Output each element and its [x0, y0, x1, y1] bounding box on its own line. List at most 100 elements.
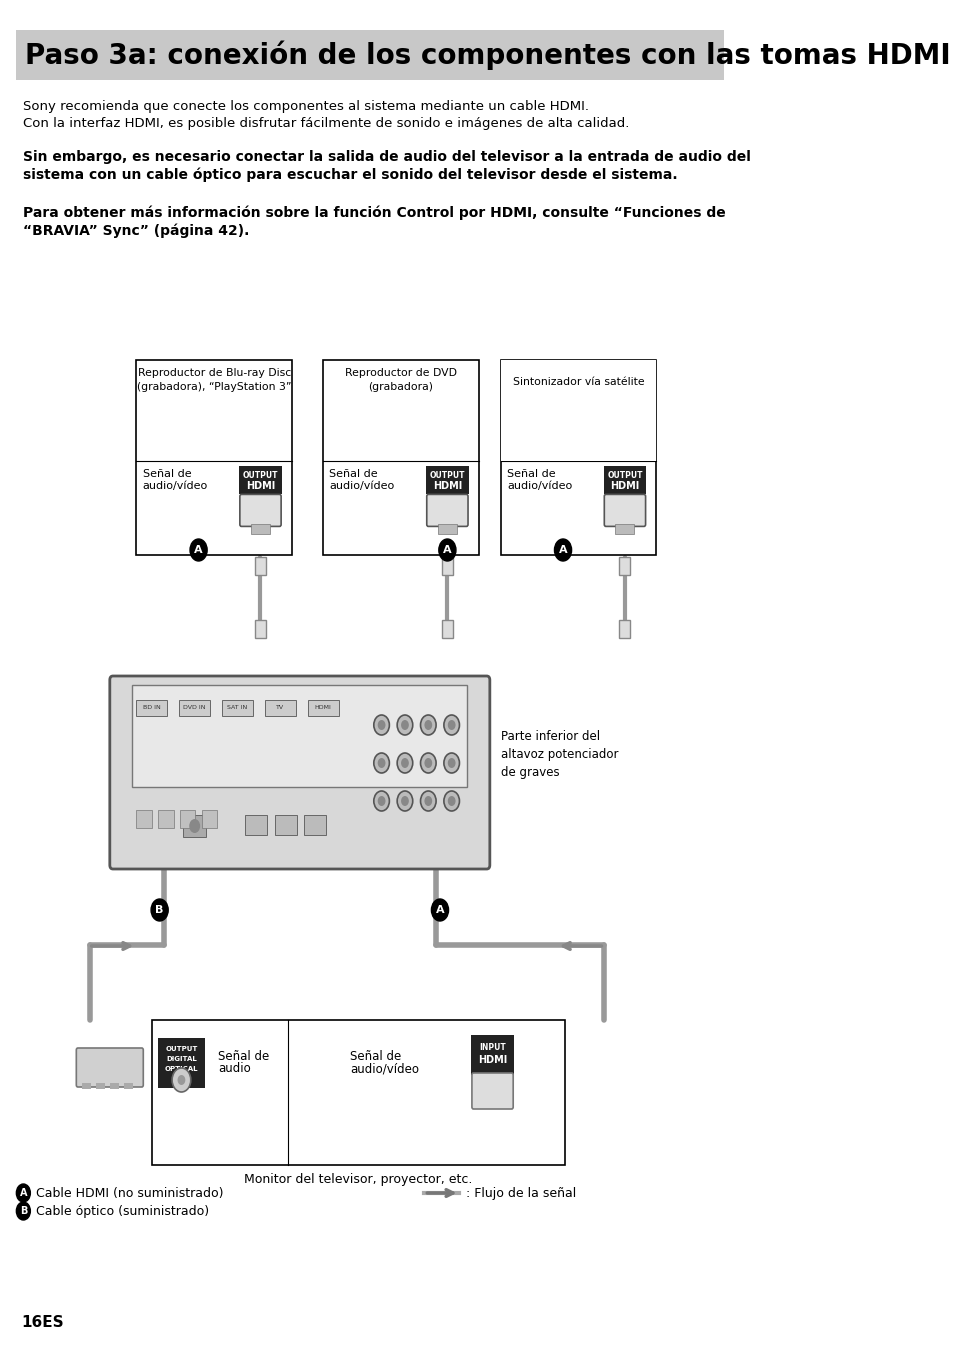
Text: audio/vídeo: audio/vídeo	[329, 481, 395, 491]
Circle shape	[424, 796, 432, 806]
Circle shape	[16, 1184, 30, 1202]
Bar	[441, 621, 453, 638]
Text: Sony recomienda que conecte los componentes al sistema mediante un cable HDMI.: Sony recomienda que conecte los componen…	[23, 100, 589, 114]
Bar	[500, 360, 656, 556]
Circle shape	[151, 899, 168, 921]
Bar	[618, 621, 630, 638]
Bar	[136, 360, 292, 556]
Bar	[307, 700, 338, 717]
Bar	[136, 810, 152, 827]
Circle shape	[377, 758, 385, 768]
Circle shape	[424, 758, 432, 768]
Text: INPUT: INPUT	[478, 1042, 505, 1052]
Bar	[201, 810, 217, 827]
Bar	[323, 360, 478, 556]
Text: A: A	[442, 545, 451, 556]
Circle shape	[400, 721, 409, 730]
Circle shape	[443, 791, 459, 811]
Text: Sin embargo, es necesario conectar la salida de audio del televisor a la entrada: Sin embargo, es necesario conectar la sa…	[23, 150, 750, 164]
Circle shape	[438, 539, 456, 561]
Bar	[222, 700, 253, 717]
Text: Con la interfaz HDMI, es posible disfrutar fácilmente de sonido e imágenes de al: Con la interfaz HDMI, es posible disfrut…	[23, 118, 629, 130]
Circle shape	[443, 715, 459, 735]
Bar	[179, 700, 210, 717]
Text: OUTPUT: OUTPUT	[242, 472, 278, 480]
Bar	[180, 810, 195, 827]
Text: DIGITAL: DIGITAL	[166, 1056, 196, 1063]
Circle shape	[420, 791, 436, 811]
Text: Señal de: Señal de	[350, 1051, 401, 1063]
Circle shape	[374, 753, 389, 773]
Text: Sintonizador vía satélite: Sintonizador vía satélite	[513, 368, 643, 379]
Circle shape	[396, 715, 413, 735]
Text: (grabadora), “PlayStation 3”: (grabadora), “PlayStation 3”	[137, 383, 291, 392]
Text: HDMI: HDMI	[610, 481, 639, 491]
Text: Paso 3a: conexión de los componentes con las tomas HDMI: Paso 3a: conexión de los componentes con…	[25, 41, 949, 70]
Text: Señal de: Señal de	[329, 469, 377, 480]
FancyBboxPatch shape	[110, 676, 489, 869]
Circle shape	[377, 721, 385, 730]
Bar	[471, 1036, 514, 1075]
Text: Reproductor de Blu-ray Disc: Reproductor de Blu-ray Disc	[137, 368, 291, 379]
Text: audio/vídeo: audio/vídeo	[142, 481, 208, 491]
Text: HDMI: HDMI	[314, 704, 332, 710]
Circle shape	[172, 1068, 191, 1092]
Bar	[95, 1083, 105, 1088]
Bar	[437, 525, 456, 534]
Text: Cable óptico (suministrado): Cable óptico (suministrado)	[36, 1205, 209, 1218]
Circle shape	[420, 753, 436, 773]
Text: sistema con un cable óptico para escuchar el sonido del televisor desde el siste: sistema con un cable óptico para escucha…	[23, 168, 678, 181]
Text: Señal de: Señal de	[506, 469, 555, 480]
Circle shape	[396, 753, 413, 773]
Text: : Flujo de la señal: : Flujo de la señal	[465, 1187, 576, 1199]
Bar	[274, 815, 296, 836]
Circle shape	[554, 539, 571, 561]
Text: OUTPUT: OUTPUT	[606, 472, 642, 480]
Text: TV: TV	[276, 704, 284, 710]
Text: A: A	[20, 1188, 27, 1198]
Circle shape	[420, 715, 436, 735]
Circle shape	[447, 758, 456, 768]
FancyBboxPatch shape	[472, 1073, 513, 1109]
Circle shape	[189, 819, 200, 833]
Bar	[183, 815, 206, 837]
Circle shape	[377, 796, 385, 806]
Bar	[124, 1083, 133, 1088]
Text: audio/vídeo: audio/vídeo	[350, 1063, 419, 1075]
Text: OPTICAL: OPTICAL	[165, 1065, 198, 1072]
Text: audio/vídeo: audio/vídeo	[506, 481, 572, 491]
Bar	[245, 815, 267, 836]
Bar	[15, 30, 723, 80]
Bar	[82, 1083, 91, 1088]
Circle shape	[431, 899, 448, 921]
Text: OUTPUT: OUTPUT	[429, 472, 465, 480]
Text: Reproductor de DVD: Reproductor de DVD	[345, 368, 456, 379]
Text: DVD IN: DVD IN	[183, 704, 206, 710]
FancyBboxPatch shape	[76, 1048, 143, 1087]
Bar	[152, 1019, 564, 1165]
Text: Cable HDMI (no suministrado): Cable HDMI (no suministrado)	[36, 1187, 223, 1199]
Circle shape	[443, 753, 459, 773]
Bar	[615, 525, 634, 534]
Circle shape	[177, 1075, 185, 1086]
Text: OUTPUT: OUTPUT	[165, 1046, 197, 1052]
Circle shape	[374, 715, 389, 735]
Circle shape	[424, 721, 432, 730]
Text: Parte inferior del
altavoz potenciador
de graves: Parte inferior del altavoz potenciador d…	[500, 730, 618, 779]
Bar	[500, 360, 656, 461]
Bar	[136, 700, 168, 717]
Text: BD IN: BD IN	[143, 704, 160, 710]
Bar	[304, 815, 326, 836]
FancyBboxPatch shape	[426, 495, 468, 526]
Text: Monitor del televisor, proyector, etc.: Monitor del televisor, proyector, etc.	[244, 1174, 472, 1186]
Circle shape	[16, 1202, 30, 1220]
Text: B: B	[155, 904, 164, 915]
Circle shape	[400, 796, 409, 806]
Bar	[239, 466, 281, 495]
Circle shape	[447, 721, 456, 730]
Text: HDMI: HDMI	[477, 1055, 507, 1065]
Circle shape	[190, 539, 207, 561]
Text: SAT IN: SAT IN	[227, 704, 248, 710]
Circle shape	[447, 796, 456, 806]
Text: “BRAVIA” Sync” (página 42).: “BRAVIA” Sync” (página 42).	[23, 223, 250, 238]
